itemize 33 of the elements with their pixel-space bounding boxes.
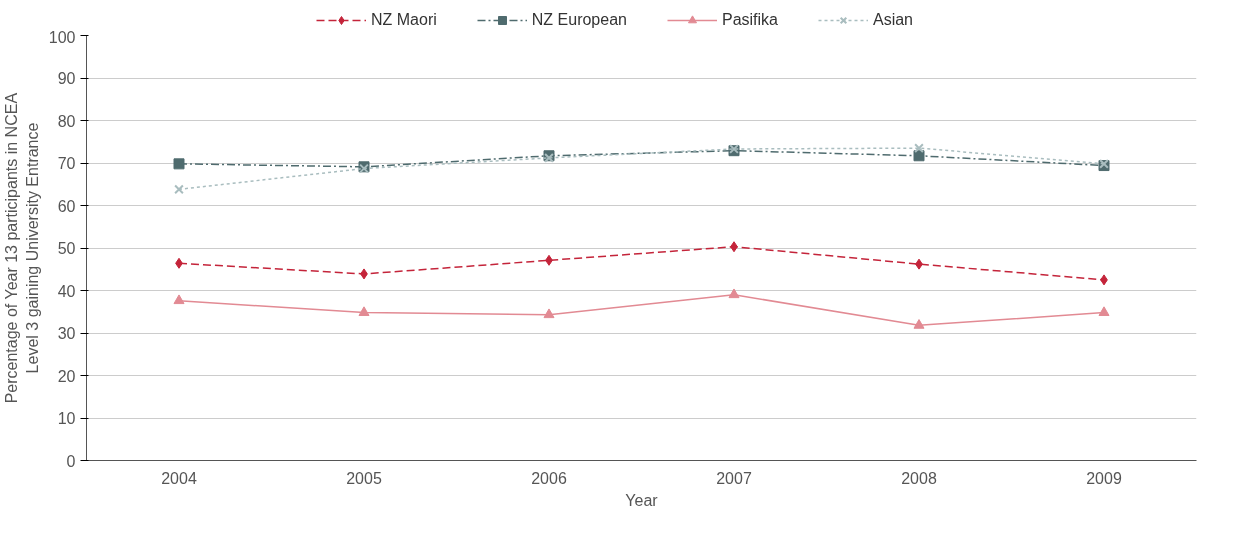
y-tick-label: 90 [57,70,76,87]
y-tick-label: 80 [57,112,76,130]
point [543,308,555,319]
y-tick-label: 40 [57,282,76,300]
x-tick-label: 2005 [346,469,382,487]
x-tick-label: 2008 [901,469,937,487]
x-tick-label: 2007 [716,469,752,487]
y-axis-title: Percentage of Year 13 participants in NCEA Level 3 gaining University Entrance [3,92,41,404]
x-tick-label: 2006 [531,469,567,487]
y-tick-label: 100 [48,28,76,46]
point [174,184,184,195]
y-tick-label: 60 [57,197,76,215]
point [173,294,185,305]
y-tick-label: 30 [57,325,76,342]
legend-label: Asian [872,11,914,29]
y-tick-label: 20 [57,367,76,385]
legend-label: NZ Maori [371,11,437,29]
x-tick-label: 2009 [1086,469,1122,487]
x-axis-title: Year [625,491,659,509]
legend-label: NZ European [531,11,627,29]
point [358,306,370,316]
point [914,143,924,154]
y-tick-label: 70 [57,155,76,172]
point [728,288,740,299]
y-tick-label: 10 [57,410,76,427]
point [1098,306,1110,316]
point [913,150,925,162]
x-tick-label: 2004 [161,469,197,487]
point [173,158,185,170]
legend-label: Pasifika [721,11,778,29]
y-tick-label: 50 [57,240,76,257]
point [913,319,925,329]
y-tick-label: 0 [66,452,76,470]
